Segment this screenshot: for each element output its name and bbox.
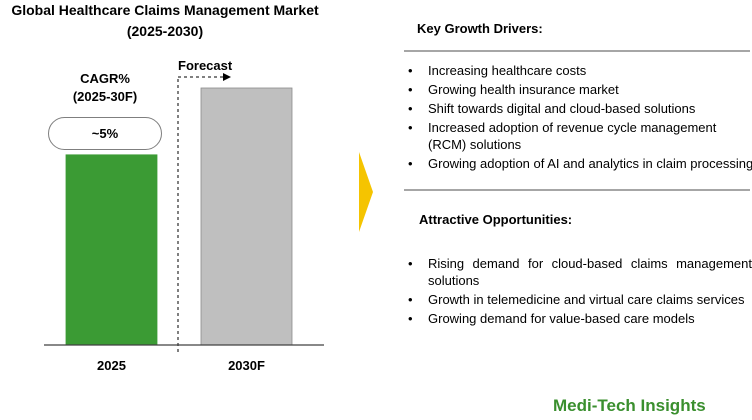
list-item: Shift towards digital and cloud-based so… <box>404 100 752 117</box>
opportunities-list: Rising demand for cloud-based claims man… <box>404 255 752 329</box>
drivers-heading: Key Growth Drivers: <box>417 21 543 36</box>
list-item: Increasing healthcare costs <box>404 62 752 79</box>
brand-logo-text: Medi-Tech Insights <box>553 396 706 415</box>
cagr-badge: ~5% <box>48 117 162 150</box>
cagr-label-line2: (2025-30F) <box>72 89 138 104</box>
drivers-list: Increasing healthcare costs Growing heal… <box>404 62 752 174</box>
arrow-connector <box>356 152 376 237</box>
x-tick-label-2025: 2025 <box>97 358 126 373</box>
x-tick-label-2030f: 2030F <box>228 358 265 373</box>
bar-2030f <box>200 87 293 346</box>
forecast-label: Forecast <box>178 58 233 73</box>
cagr-label-line1: CAGR% <box>80 71 130 86</box>
opportunities-heading: Attractive Opportunities: <box>419 212 573 227</box>
section-divider <box>404 189 750 191</box>
list-item: Growing adoption of AI and analytics in … <box>404 155 752 172</box>
bar-chart: 2025 2030F <box>44 73 324 373</box>
forecast-arrow-head <box>223 73 231 81</box>
list-item: Increased adoption of revenue cycle mana… <box>404 119 752 153</box>
drivers-top-divider <box>404 50 750 52</box>
list-item: Growing health insurance market <box>404 81 752 98</box>
chart-title: Global Healthcare Claims Management Mark… <box>11 2 319 18</box>
list-item: Growth in telemedicine and virtual care … <box>404 291 752 308</box>
bar-2025 <box>65 154 158 346</box>
cagr-value: ~5% <box>91 126 119 141</box>
list-item: Rising demand for cloud-based claims man… <box>404 255 752 289</box>
cagr-label: CAGR% (2025-30F) <box>50 70 160 106</box>
chart-subtitle: (2025-2030) <box>126 23 204 39</box>
chevron-right-icon <box>359 152 373 232</box>
list-item: Growing demand for value-based care mode… <box>404 310 752 327</box>
